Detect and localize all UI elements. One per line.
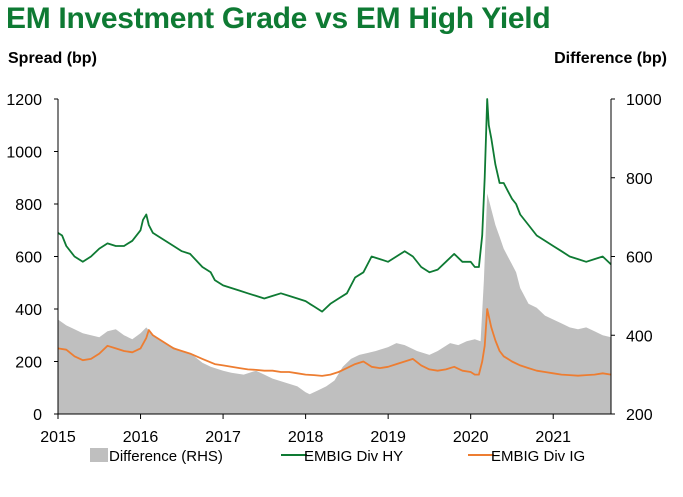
x-tick-label: 2018 [288,429,324,446]
left-y-tick-label: 400 [15,302,42,319]
left-y-tick-label: 800 [15,197,42,214]
x-tick-label: 2017 [205,429,241,446]
series-line-embig-div-ig [57,308,612,377]
right-y-tick-label: 800 [626,171,653,188]
legend-label: Difference (RHS) [109,448,223,465]
right-y-tick-label: 400 [626,328,653,345]
left-y-tick-label: 0 [33,407,42,424]
right-axis-label: Difference (bp) [554,50,667,67]
x-tick-label: 2020 [453,429,489,446]
legend-label: EMBIG Div HY [304,448,403,465]
series-line-embig-div-hy [57,98,612,313]
left-axis-label: Spread (bp) [8,50,97,67]
right-y-tick-label: 600 [626,250,653,267]
x-tick-label: 2016 [123,429,159,446]
legend-swatch [90,448,108,462]
right-y-tick-label: 200 [626,407,653,424]
x-tick-label: 2015 [40,429,76,446]
left-y-tick-label: 1000 [6,145,42,162]
left-y-tick-label: 600 [15,250,42,267]
x-tick-label: 2019 [370,429,406,446]
left-y-tick-label: 200 [15,355,42,372]
right-y-tick-label: 1000 [626,92,662,109]
x-tick-label: 2021 [535,429,571,446]
series-area-difference-rhs [58,193,611,414]
chart-title: EM Investment Grade vs EM High Yield [6,2,551,35]
left-y-tick-label: 1200 [6,92,42,109]
legend-label: EMBIG Div IG [491,448,585,465]
